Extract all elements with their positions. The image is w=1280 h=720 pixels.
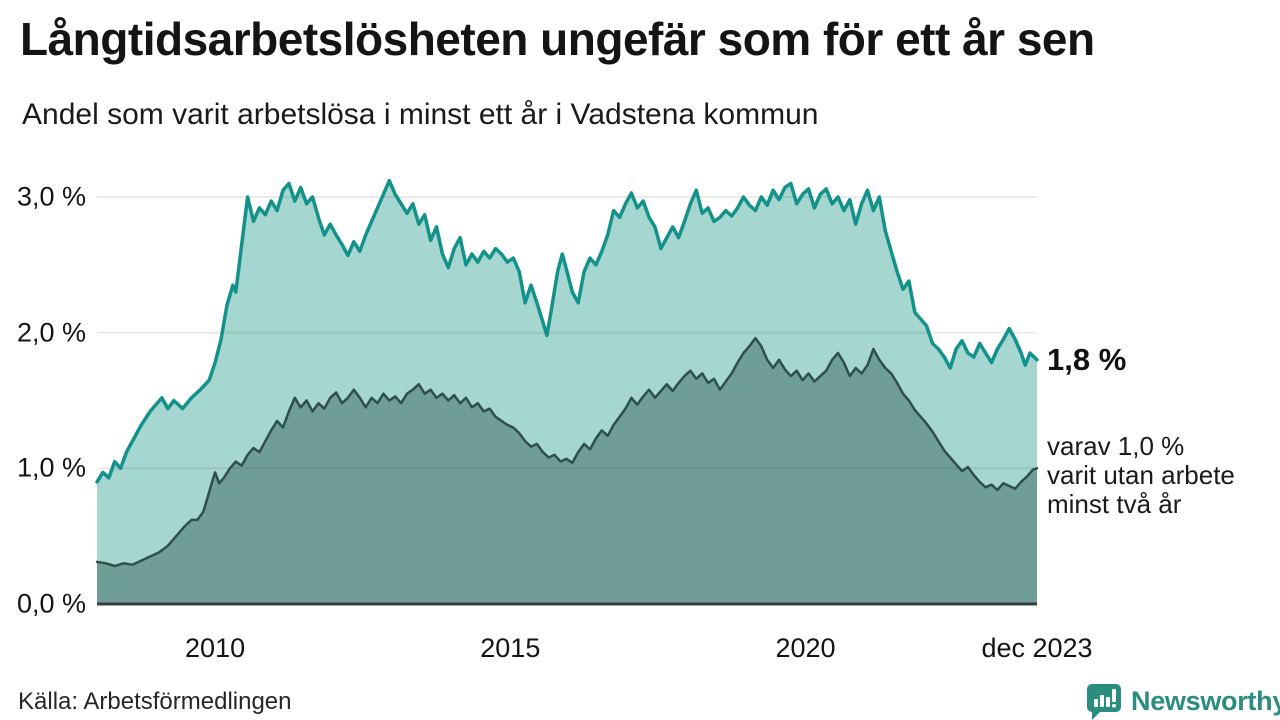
x-tick-2010: 2010 [185,633,246,663]
logo-exclaim-bar [1112,689,1116,702]
newsworthy-logo: Newsworthy [1085,682,1280,720]
source-credit: Källa: Arbetsförmedlingen [18,688,292,715]
page-title: Långtidsarbetslösheten ungefär som för e… [20,13,1095,65]
newsworthy-logo-text: Newsworthy [1131,685,1280,716]
y-tick-0: 0,0 % [16,588,86,619]
series-two-end-annotation: varav 1,0 % varit utan arbete minst två … [1047,432,1235,519]
logo-bar-1 [1094,699,1098,707]
x-tick-2020: 2020 [775,633,836,663]
newsworthy-logo-icon [1087,684,1121,720]
y-tick-2: 2,0 % [16,317,86,348]
logo-bar-3 [1106,697,1110,707]
logo-bar-2 [1100,695,1104,707]
annotation-line-2: varit utan arbete [1047,460,1235,490]
series-one-year-line [95,178,1039,484]
x-tick-2015: 2015 [480,633,541,663]
y-tick-1: 1,0 % [16,452,86,483]
y-tick-3: 3,0 % [16,181,86,212]
annotation-line-3: minst två år [1047,489,1182,519]
series-two-year-area [97,338,1037,604]
x-tick-dec-2023: dec 2023 [981,633,1093,663]
logo-exclaim-dot [1112,704,1116,708]
annotation-line-1: varav 1,0 % [1047,431,1185,461]
series-one-end-value-label: 1,8 % [1047,341,1127,377]
series-two-year-line [95,336,1039,568]
page-subtitle: Andel som varit arbetslösa i minst ett å… [22,98,819,131]
